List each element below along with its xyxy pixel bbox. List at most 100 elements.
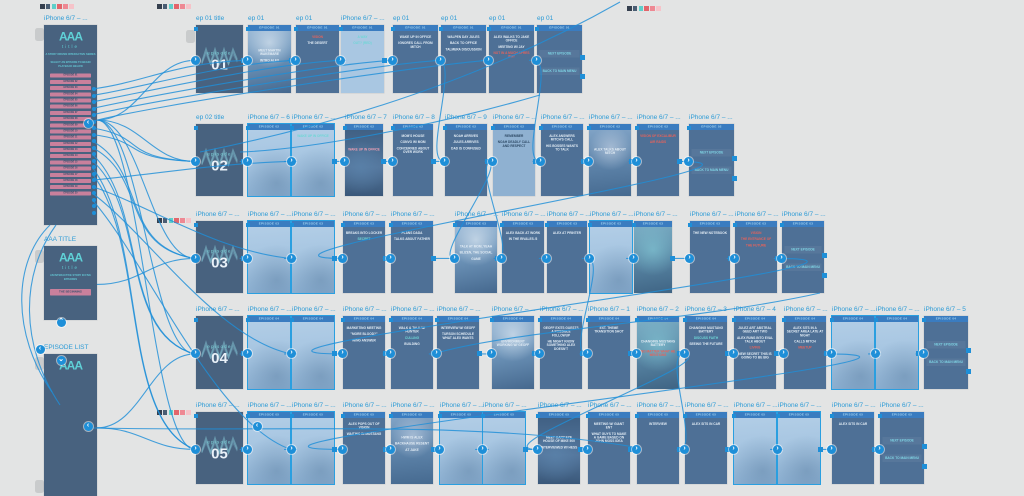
artboard-label[interactable]: iPhone 6/7 – ... xyxy=(343,402,387,409)
artboard-r2b6[interactable]: EPISODE 02 REMEMBER NOAH DEADLY CALL AND R… xyxy=(493,124,535,196)
artboard-grip[interactable] xyxy=(35,28,44,41)
color-swatch[interactable] xyxy=(174,218,179,223)
artboard-label[interactable]: iPhone 6/7 – ... xyxy=(248,211,292,218)
connector-handle[interactable] xyxy=(453,223,457,227)
artboard-label[interactable]: iPhone 6/7 – ... xyxy=(483,402,527,409)
connector-handle[interactable] xyxy=(246,318,250,322)
connector-handle[interactable] xyxy=(830,414,834,418)
connector-handle[interactable] xyxy=(535,27,539,31)
connector-handle[interactable] xyxy=(580,54,585,60)
artboard-label[interactable]: iPhone 6/7 – ... xyxy=(292,114,336,121)
color-palette[interactable] xyxy=(40,4,74,9)
nav-row[interactable]: BACK TO MAIN MENU xyxy=(882,454,922,462)
color-swatch[interactable] xyxy=(627,6,632,11)
connector-node[interactable]: › xyxy=(497,253,506,263)
artboard-r5b6[interactable]: EPISODE 05 xyxy=(482,411,526,485)
color-palette[interactable] xyxy=(157,410,191,415)
artboard-label[interactable]: iPhone 6/7 – ... xyxy=(540,306,584,313)
artboard-label[interactable]: iPhone 6/7 – 5 xyxy=(924,306,966,313)
connector-node[interactable]: › xyxy=(287,444,296,454)
episode-button[interactable]: EPISODE 04 xyxy=(50,92,91,97)
connector-handle[interactable] xyxy=(439,27,443,31)
connector-handle[interactable] xyxy=(635,126,639,130)
connector-node[interactable]: › xyxy=(729,444,738,454)
connector-handle[interactable] xyxy=(922,318,926,322)
artboard-label[interactable]: iPhone 6/7 – ... xyxy=(493,114,537,121)
color-swatch[interactable] xyxy=(51,4,57,9)
color-swatch[interactable] xyxy=(40,4,45,9)
artboard-r5b14[interactable]: EPISODE 05 NEXT EPISODE BACK TO MAIN MENU xyxy=(880,412,924,484)
connector-handle[interactable] xyxy=(539,126,543,130)
connector-node[interactable]: ‹ xyxy=(83,421,93,431)
artboard-r5b3[interactable]: EPISODE 05 ALEX POPS OUT OF VISION WAITING… xyxy=(343,412,385,484)
connector-handle[interactable] xyxy=(332,351,337,357)
artboard-label[interactable]: iPhone 6/7 – ... xyxy=(637,114,681,121)
connector-node[interactable]: ⌄ xyxy=(56,355,66,365)
connector-node[interactable]: › xyxy=(875,444,884,454)
color-swatch[interactable] xyxy=(68,4,74,9)
artboard-r2b7[interactable]: EPISODE 02 ALEX ANSWERS MITCH'S CALL HIS B… xyxy=(541,124,583,196)
connector-node[interactable]: › xyxy=(287,156,296,166)
artboard-label[interactable]: iPhone 6/7 – ... xyxy=(589,114,633,121)
artboard-label[interactable]: iPhone 6/7 – ... xyxy=(784,306,828,313)
connector-handle[interactable] xyxy=(435,318,439,322)
connector-handle[interactable] xyxy=(389,414,393,418)
artboard-r1t[interactable]: episode 01 xyxy=(196,25,243,93)
connector-handle[interactable] xyxy=(586,414,590,418)
connector-node[interactable]: › xyxy=(632,444,641,454)
artboard-grip[interactable] xyxy=(35,357,44,370)
artboard-label[interactable]: iPhone 6/7 – ... xyxy=(588,402,632,409)
color-swatch[interactable] xyxy=(180,410,185,415)
episode-button[interactable]: EPISODE 06 xyxy=(50,104,91,109)
connector-handle[interactable] xyxy=(194,223,198,227)
artboard-r1b7[interactable]: EPISODE 01 NEXT EPISODE BACK TO MAIN MENU xyxy=(537,25,582,93)
artboard-r3b4[interactable]: EPISODE 03 PLANS DADA TALKS ABOUT FATHER xyxy=(391,221,433,293)
artboard-r3b9[interactable]: EPISODE 03 xyxy=(634,221,672,293)
connector-handle[interactable] xyxy=(922,463,927,469)
artboard-r1b5[interactable]: EPISODE 01 WALPEN DAY JULES BACK TO OFFICE… xyxy=(441,25,486,93)
connector-node[interactable]: › xyxy=(488,156,497,166)
connector-node[interactable]: › xyxy=(827,444,836,454)
episode-button[interactable]: EPISODE 01 xyxy=(50,73,91,78)
color-swatch[interactable] xyxy=(157,218,162,223)
artboard-label[interactable]: iPhone 6/7 – ... xyxy=(502,211,546,218)
nav-row[interactable]: NEXT EPISODE xyxy=(784,246,822,254)
start-button[interactable]: THE BEGINNING xyxy=(50,288,91,296)
artboard-label[interactable]: iPhone 6/7 – 9 xyxy=(445,114,487,121)
artboard-r4b13[interactable]: EPISODE 04 xyxy=(831,315,875,390)
artboard-label[interactable]: iPhone 6/7 – ... xyxy=(690,211,734,218)
connector-handle[interactable] xyxy=(194,126,198,130)
artboard-grip[interactable] xyxy=(186,30,195,43)
connector-handle[interactable] xyxy=(391,27,395,31)
artboard-r5b7[interactable]: EPISODE 05 MEET GARY EYE HOUSE OF MIKE 50… xyxy=(538,412,580,484)
artboard-r2b3[interactable]: EPISODE 02 WAKE UP IN OFFICE xyxy=(345,124,383,196)
artboard-r3t[interactable]: episode 03 xyxy=(196,221,243,293)
artboard-label[interactable]: iPhone 6/7 – ... xyxy=(547,211,591,218)
connector-node[interactable]: › xyxy=(243,55,252,65)
artboard-r4b9[interactable]: EPISODE 04 CHANGING MUSTANG BATTERY NO MAT… xyxy=(637,316,679,389)
artboard-r1b4[interactable]: EPISODE 01 WAKE UP IN OFFICE IGNORES CALL … xyxy=(393,25,438,93)
color-swatch[interactable] xyxy=(162,218,168,223)
artboard-label[interactable]: ep 01 xyxy=(248,15,265,22)
episode-button[interactable]: EPISODE 03 xyxy=(50,86,91,91)
artboard-r4b1[interactable]: EPISODE 04 xyxy=(247,315,291,390)
connector-handle[interactable] xyxy=(732,318,736,322)
connector-handle[interactable] xyxy=(683,414,687,418)
artboard-r4b11[interactable]: EPISODE 04 JULEZ ART ABSTRAL GEED ART TWO… xyxy=(734,316,776,389)
artboard-r5b10[interactable]: EPISODE 05 ALEX SITS IN CAR xyxy=(685,412,727,484)
connector-node[interactable]: › xyxy=(450,253,459,263)
connector-handle[interactable] xyxy=(732,414,736,418)
artboard-grip[interactable] xyxy=(35,480,44,493)
artboard-label[interactable]: iPhone 6/7 – ... xyxy=(541,114,585,121)
connector-node[interactable]: › xyxy=(532,55,541,65)
connector-handle[interactable] xyxy=(290,414,294,418)
connector-handle[interactable] xyxy=(343,126,347,130)
color-palette[interactable] xyxy=(627,6,661,11)
connector-handle[interactable] xyxy=(818,446,823,452)
artboard-r5b11[interactable]: EPISODE 05 xyxy=(733,411,777,485)
artboard-label[interactable]: iPhone 6/7 – ... xyxy=(292,402,336,409)
connector-handle[interactable] xyxy=(878,414,882,418)
connector-handle[interactable] xyxy=(194,318,198,322)
artboard-r5b12[interactable]: EPISODE 05 xyxy=(777,411,821,485)
artboard-label[interactable]: iPhone 6/7 – 8 xyxy=(393,114,435,121)
